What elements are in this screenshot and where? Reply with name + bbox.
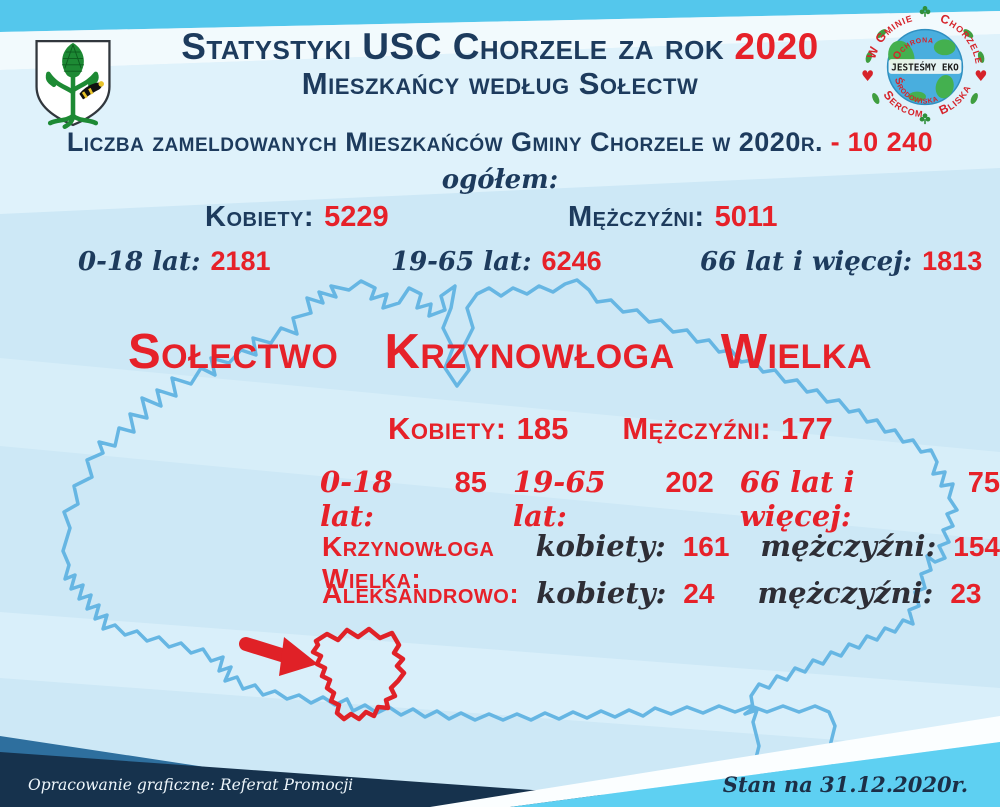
tree-crown bbox=[62, 42, 84, 78]
solectwo-heading: Sołectwo Krzynowłoga Wielka bbox=[127, 325, 873, 379]
village-row: Krzynowłoga Wielka: kobiety: 161 mężczyź… bbox=[322, 529, 1000, 594]
gmina-map-outline bbox=[61, 278, 959, 776]
solectwo-men-stat: Mężczyźni: 177 bbox=[622, 411, 833, 446]
total-value: 10 240 bbox=[847, 127, 934, 157]
page-title: Statystyki USC Chorzele za rok 2020 bbox=[0, 26, 1000, 68]
gmina-age-child-stat: 0-18 lat: 2181 bbox=[78, 246, 271, 277]
solectwo-age-senior-stat: 66 lat i więcej: 75 bbox=[739, 465, 1000, 533]
gmina-age-senior-stat: 66 lat i więcej: 1813 bbox=[700, 246, 983, 277]
overall-label: ogółem: bbox=[441, 165, 559, 195]
solectwo-age-child-stat: 0-18 lat: 85 bbox=[320, 465, 487, 533]
clover-icons bbox=[919, 6, 931, 125]
total-residents-line: Liczba zameldowanych Mieszkańców Gminy C… bbox=[0, 127, 1000, 158]
light-band-middle bbox=[0, 358, 1000, 540]
credit-note: Opracowanie graficzne: Referat Promocji bbox=[28, 776, 354, 794]
total-separator: - bbox=[830, 127, 841, 157]
title-text: Statystyki USC Chorzele za rok bbox=[181, 26, 725, 67]
gmina-age-adult-stat: 19-65 lat: 6246 bbox=[391, 246, 602, 277]
svg-text:♥: ♥ bbox=[861, 68, 874, 85]
eco-center-text: JESTEŚMY EKO bbox=[891, 61, 959, 73]
footer-cyan-wedge bbox=[510, 742, 1000, 807]
solectwo-age-adult-stat: 19-65 lat: 202 bbox=[512, 465, 714, 533]
eco-center-band bbox=[888, 59, 962, 74]
arrow-icon bbox=[239, 637, 318, 676]
crown-hatch bbox=[62, 44, 84, 72]
light-band-top bbox=[0, 34, 1000, 214]
heart-icons: ♥ ♥ bbox=[861, 68, 988, 85]
tree bbox=[45, 71, 99, 130]
leaf-icons bbox=[865, 29, 985, 105]
gmina-women-stat: Kobiety: 5229 bbox=[205, 201, 389, 233]
top-cyan-strip bbox=[0, 0, 1000, 32]
gmina-men-stat: Mężczyźni: 5011 bbox=[568, 201, 778, 233]
village-row: Aleksandrowo: kobiety: 24 mężczyźni: 23 bbox=[322, 576, 982, 610]
date-note: Stan na 31.12.2020r. bbox=[722, 772, 968, 797]
total-label: Liczba zameldowanych Mieszkańców Gminy C… bbox=[66, 127, 824, 157]
solectwo-age-row: 0-18 lat: 85 19-65 lat: 202 66 lat i wię… bbox=[320, 465, 1000, 533]
coat-of-arms-icon bbox=[35, 39, 111, 130]
svg-text:♥: ♥ bbox=[974, 68, 987, 85]
footer-white-stripe bbox=[430, 716, 1000, 807]
hunting-horn bbox=[79, 81, 104, 100]
solectwo-red-outline bbox=[310, 626, 407, 722]
eco-badge-icon: ♥ ♥ W Gminie Chorzele Sercom Bliska Ochro… bbox=[861, 6, 988, 125]
title-year: 2020 bbox=[734, 26, 819, 67]
overall-label-line: ogółem: bbox=[0, 164, 1000, 195]
top-white-stripe bbox=[0, 11, 1000, 70]
solectwo-women-men-row: Kobiety: 185 Mężczyźni: 177 bbox=[388, 411, 833, 447]
solectwo-women-stat: Kobiety: 185 bbox=[388, 411, 569, 446]
page-subtitle: Mieszkańcy według Sołectw bbox=[301, 66, 699, 101]
